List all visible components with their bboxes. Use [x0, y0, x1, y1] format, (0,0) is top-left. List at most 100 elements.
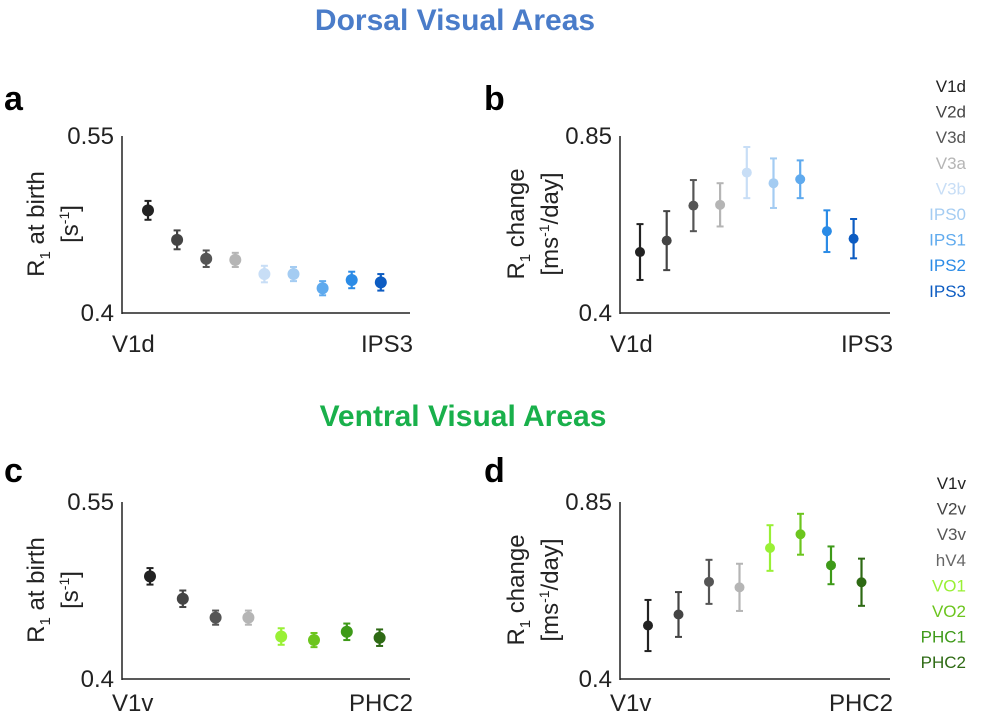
legend-item-V3d: V3d: [936, 128, 966, 147]
data-point-V3v: [209, 609, 222, 626]
panel-letter-a: a: [4, 80, 24, 118]
x-label-first: V1d: [610, 331, 653, 358]
marker: [765, 543, 775, 554]
data-point-VO2: [308, 631, 320, 649]
data-point-PHC1: [340, 622, 353, 642]
marker: [826, 560, 836, 571]
dorsal-section-title: Dorsal Visual Areas: [315, 4, 595, 37]
y-axis-unit: [s-1]: [56, 205, 84, 243]
y-tick-label-bottom: 0.4: [579, 666, 612, 693]
data-point-PHC2: [856, 557, 867, 607]
legend-item-V3v: V3v: [937, 525, 967, 544]
x-label-last: PHC2: [829, 690, 893, 717]
data-point-hV4: [734, 562, 745, 612]
marker: [144, 570, 156, 583]
x-label-last: PHC2: [349, 690, 413, 717]
marker: [734, 582, 745, 593]
marker: [821, 226, 832, 237]
data-point-hV4: [242, 609, 255, 626]
marker: [635, 247, 645, 258]
dorsal-legend: V1d V2d V3d V3a V3b IPS0 IPS1 IPS2 IPS3: [929, 77, 966, 301]
legend-item-V3b: V3b: [936, 179, 966, 198]
y-axis-label: R1 change: [503, 168, 534, 279]
marker: [340, 625, 353, 638]
marker: [200, 252, 213, 265]
y-tick-label-bottom: 0.4: [81, 666, 114, 693]
y-tick-label-top: 0.85: [565, 123, 612, 150]
y-tick-label-bottom: 0.4: [579, 300, 612, 327]
marker: [374, 276, 387, 289]
data-point-V3v: [704, 558, 714, 605]
legend-item-V1d: V1d: [936, 77, 966, 96]
marker: [856, 577, 867, 588]
legend-item-hV4: hV4: [936, 551, 966, 570]
legend-item-V2v: V2v: [937, 500, 967, 519]
marker: [661, 235, 672, 246]
panel-a-r1-at-birth-dorsal: a 0.55 0.4 V1d IPS3 R1 at birth [s-1]: [4, 80, 413, 358]
data-point-V1v: [144, 567, 156, 586]
legend-item-IPS1: IPS1: [929, 231, 966, 250]
data-point-V2v: [176, 589, 189, 609]
legend-item-IPS0: IPS0: [929, 205, 966, 224]
x-label-first: V1d: [112, 331, 155, 358]
data-point-IPS0: [287, 265, 300, 283]
panel-b-r1-change-dorsal: b 0.85 0.4 V1d IPS3 R1 change[ms-1/day]: [484, 80, 893, 358]
legend-item-VO2: VO2: [932, 602, 966, 621]
y-axis-label: R1 at birth: [23, 171, 54, 277]
data-point-PHC1: [826, 545, 836, 586]
marker: [316, 282, 329, 295]
marker: [373, 631, 386, 644]
marker: [673, 609, 684, 620]
data-point-V3a: [715, 182, 726, 228]
legend-item-V3a: V3a: [936, 154, 967, 173]
data-point-V2d: [171, 229, 184, 251]
marker: [688, 200, 699, 211]
panel-letter-c: c: [4, 452, 23, 490]
x-label-last: IPS3: [841, 331, 893, 358]
marker: [715, 199, 726, 210]
marker: [142, 204, 154, 217]
y-axis-unit: [ms-1/day]: [536, 172, 564, 275]
data-point-V1d: [142, 199, 154, 221]
y-tick-label-top: 0.85: [565, 489, 612, 516]
data-point-V3b: [741, 146, 752, 200]
marker: [171, 233, 184, 246]
y-axis-unit: [s-1]: [56, 571, 84, 609]
data-point-VO1: [275, 627, 288, 646]
legend-item-VO1: VO1: [932, 576, 966, 595]
marker: [795, 174, 806, 185]
data-point-V3b: [258, 264, 271, 284]
y-tick-label-top: 0.55: [67, 489, 114, 516]
data-point-IPS1: [795, 159, 806, 200]
marker: [848, 233, 859, 244]
data-point-IPS3: [374, 273, 387, 292]
y-axis-label: R1 change: [503, 534, 534, 645]
legend-item-V1v: V1v: [937, 474, 967, 493]
data-point-V3d: [200, 249, 213, 268]
ventral-section-title: Ventral Visual Areas: [320, 400, 607, 433]
panel-letter-b: b: [484, 80, 505, 118]
marker: [258, 268, 271, 281]
data-point-IPS1: [316, 280, 329, 297]
legend-item-PHC1: PHC1: [921, 628, 966, 647]
marker: [795, 529, 806, 540]
data-point-V1d: [635, 223, 645, 281]
data-point-V2v: [673, 591, 684, 638]
x-label-first: V1v: [610, 690, 651, 717]
y-axis-unit: [ms-1/day]: [536, 538, 564, 641]
data-point-V1v: [643, 598, 653, 653]
y-tick-label-bottom: 0.4: [81, 300, 114, 327]
marker: [308, 634, 320, 647]
data-point-IPS0: [768, 157, 779, 209]
data-point-V3a: [229, 251, 242, 268]
legend-item-IPS3: IPS3: [929, 282, 966, 301]
marker: [229, 253, 242, 266]
legend-item-V2d: V2d: [936, 103, 966, 122]
data-point-VO1: [765, 524, 775, 572]
marker: [275, 630, 288, 643]
data-point-V3d: [688, 179, 699, 233]
data-point-PHC2: [373, 628, 386, 647]
marker: [209, 611, 222, 624]
